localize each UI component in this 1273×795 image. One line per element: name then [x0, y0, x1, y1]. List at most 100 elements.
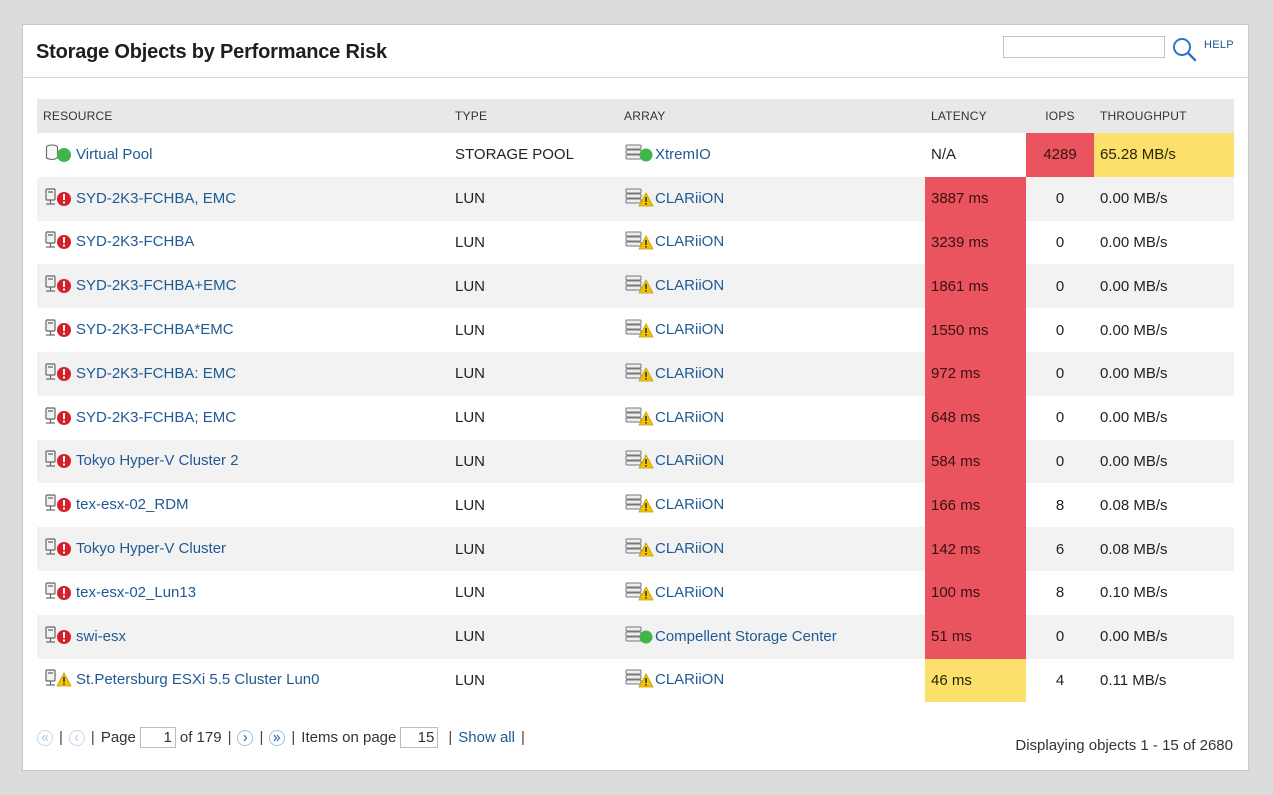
table-row[interactable]: tex-esx-02_RDM LUN CLARiiON 166 ms 8 0.08 MB/…	[37, 483, 1234, 528]
latency-cell: 3887 ms	[925, 176, 1026, 221]
lun-critical-icon	[43, 449, 73, 473]
array-link[interactable]: CLARiiON	[655, 452, 725, 470]
type-cell: LUN	[449, 176, 618, 221]
resource-link[interactable]: Tokyo Hyper-V Cluster 2	[76, 452, 239, 470]
column-header-type[interactable]: TYPE	[449, 99, 618, 133]
type-cell: LUN	[455, 496, 486, 514]
array-cell: CLARiiON	[618, 659, 925, 703]
resource-link[interactable]: Virtual Pool	[76, 145, 153, 163]
previous-page-icon[interactable]	[68, 729, 85, 746]
latency-cell: 972 ms	[925, 351, 1026, 396]
resource-link[interactable]: St.Petersburg ESXi 5.5 Cluster Lun0	[76, 671, 320, 689]
latency-cell: 166 ms	[925, 483, 1026, 528]
lun-critical-icon	[43, 362, 73, 386]
latency-cell: 3239 ms	[925, 220, 1026, 265]
next-page-icon[interactable]	[237, 729, 254, 746]
resource-link[interactable]: Tokyo Hyper-V Cluster	[76, 540, 227, 558]
resource-link[interactable]: SYD-2K3-FCHBA, EMC	[76, 189, 237, 207]
array-warning-icon	[624, 581, 654, 605]
array-cell: Compellent Storage Center	[618, 614, 925, 659]
array-warning-icon	[624, 318, 654, 342]
array-link[interactable]: Compellent Storage Center	[655, 627, 837, 645]
lun-critical-icon	[43, 230, 73, 254]
resource-link[interactable]: SYD-2K3-FCHBA; EMC	[76, 408, 237, 426]
column-header-latency[interactable]: LATENCY	[925, 99, 1026, 133]
throughput-cell: 0.00 MB/s	[1100, 321, 1168, 339]
table-row[interactable]: Tokyo Hyper-V Cluster 2 LUN CLARiiON 584 ms…	[37, 439, 1234, 484]
resource-cell: Virtual Pool	[37, 133, 449, 177]
array-link[interactable]: CLARiiON	[655, 408, 725, 426]
table-row[interactable]: SYD-2K3-FCHBA; EMC LUN CLARiiON 648 ms 0 0.00…	[37, 395, 1234, 440]
resource-link[interactable]: SYD-2K3-FCHBA: EMC	[76, 364, 237, 382]
throughput-cell: 0.00 MB/s	[1100, 409, 1168, 427]
lun-critical-icon	[43, 187, 73, 211]
resource-cell: Tokyo Hyper-V Cluster	[37, 527, 449, 571]
array-link[interactable]: CLARiiON	[655, 496, 725, 514]
lun-critical-icon	[43, 406, 73, 430]
resource-link[interactable]: SYD-2K3-FCHBA	[76, 233, 195, 251]
lun-critical-icon	[43, 581, 73, 605]
array-link[interactable]: CLARiiON	[655, 540, 725, 558]
show-all-link[interactable]: Show all	[458, 729, 515, 746]
table-row[interactable]: SYD-2K3-FCHBA*EMC LUN CLARiiON 1550 ms 0 0.00…	[37, 308, 1234, 352]
column-header-throughput[interactable]: THROUGHPUT	[1094, 99, 1234, 133]
table-row[interactable]: tex-esx-02_Lun13 LUN CLARiiON 100 ms 8 0.10 M…	[37, 570, 1234, 615]
throughput-cell: 0.08 MB/s	[1100, 496, 1168, 514]
resource-cell: swi-esx	[37, 614, 449, 659]
array-link[interactable]: CLARiiON	[655, 671, 725, 689]
array-link[interactable]: CLARiiON	[655, 321, 725, 339]
help-link[interactable]: HELP	[1204, 39, 1234, 51]
displaying-objects-status: Displaying objects 1 - 15 of 2680	[1015, 737, 1233, 754]
array-cell: CLARiiON	[618, 439, 925, 484]
resource-cell: tex-esx-02_RDM	[37, 483, 449, 527]
page-label: Page	[100, 729, 136, 746]
resource-link[interactable]: tex-esx-02_RDM	[76, 496, 189, 514]
iops-cell: 0	[1055, 321, 1065, 339]
column-header-resource[interactable]: RESOURCE	[37, 99, 449, 133]
table-row[interactable]: SYD-2K3-FCHBA+EMC LUN CLARiiON 1861 ms 0 0.00…	[37, 264, 1234, 309]
table-row[interactable]: Tokyo Hyper-V Cluster LUN CLARiiON 142 ms 6 0…	[37, 527, 1234, 571]
throughput-cell: 0.10 MB/s	[1100, 584, 1168, 602]
type-cell: LUN	[455, 233, 486, 251]
search-input[interactable]	[1003, 36, 1165, 58]
array-link[interactable]: XtremIO	[655, 145, 711, 163]
type-cell: LUN	[449, 439, 618, 484]
search-icon[interactable]	[1171, 36, 1197, 62]
storage-objects-table: RESOURCE TYPE ARRAY LATENCY IOPS THROUGH…	[37, 99, 1234, 703]
array-cell: CLARiiON	[618, 351, 925, 396]
items-per-page-input[interactable]: 15	[400, 727, 439, 748]
table-row[interactable]: Virtual Pool STORAGE POOL XtremIO N/A 4289 65…	[37, 133, 1234, 177]
table-row[interactable]: St.Petersburg ESXi 5.5 Cluster Lun0 LUN CL…	[37, 658, 1234, 703]
resource-cell: SYD-2K3-FCHBA+EMC	[37, 264, 449, 309]
table-row[interactable]: SYD-2K3-FCHBA: EMC LUN CLARiiON 972 ms 0 0.00…	[37, 351, 1234, 396]
storage-objects-panel: Storage Objects by Performance Risk HELP…	[22, 24, 1249, 771]
page-number-input[interactable]: 1	[139, 727, 176, 748]
array-link[interactable]: CLARiiON	[655, 189, 725, 207]
first-page-icon[interactable]	[37, 729, 53, 746]
array-cell: CLARiiON	[618, 176, 925, 221]
resource-link[interactable]: tex-esx-02_Lun13	[76, 583, 197, 601]
resource-link[interactable]: SYD-2K3-FCHBA*EMC	[76, 321, 234, 339]
column-header-iops[interactable]: IOPS	[1026, 99, 1094, 133]
table-row[interactable]: SYD-2K3-FCHBA LUN CLARiiON 3239 ms 0 0.00 MB/…	[37, 220, 1234, 265]
array-link[interactable]: CLARiiON	[655, 233, 725, 251]
pager-separator: |	[520, 729, 525, 746]
resource-link[interactable]: SYD-2K3-FCHBA+EMC	[76, 277, 237, 295]
items-on-page-label: Items on page	[301, 729, 397, 746]
array-link[interactable]: CLARiiON	[655, 277, 725, 295]
pager-separator: |	[227, 729, 232, 746]
resource-link[interactable]: swi-esx	[76, 627, 127, 645]
table-row[interactable]: SYD-2K3-FCHBA, EMC LUN CLARiiON 3887 ms 0 0.0…	[37, 176, 1234, 221]
latency-cell: 1861 ms	[925, 264, 1026, 309]
table-row[interactable]: swi-esx LUN Compellent Storage Center 51 ms…	[37, 614, 1234, 659]
array-link[interactable]: CLARiiON	[655, 583, 725, 601]
pagination-bar: | | Page 1 of 179 | | | Items on page 15…	[37, 727, 531, 748]
latency-cell: 46 ms	[925, 658, 1026, 703]
last-page-icon[interactable]	[269, 729, 286, 746]
latency-cell: 100 ms	[925, 570, 1026, 615]
array-cell: CLARiiON	[618, 264, 925, 309]
array-link[interactable]: CLARiiON	[655, 364, 725, 382]
lun-critical-icon	[43, 537, 73, 561]
column-header-array[interactable]: ARRAY	[618, 99, 925, 133]
array-cell: CLARiiON	[618, 308, 925, 352]
